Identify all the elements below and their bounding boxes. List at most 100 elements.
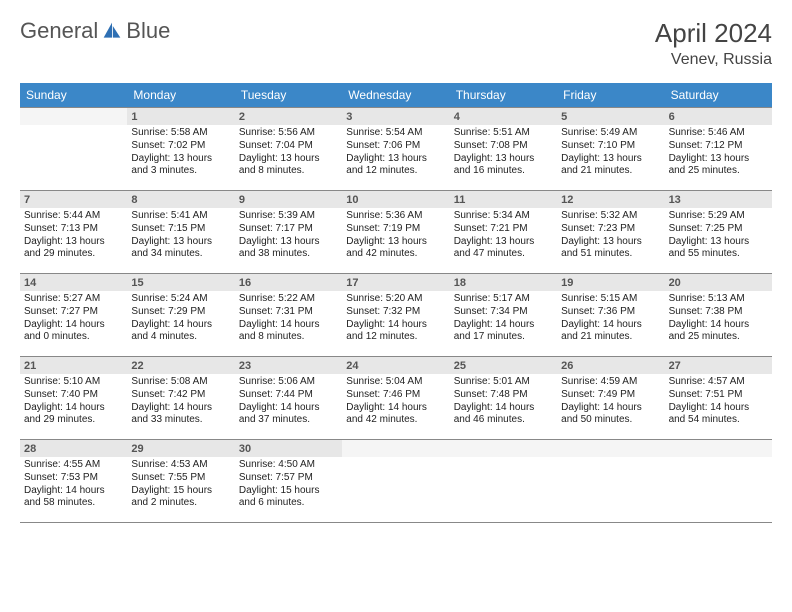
day-detail-line: Daylight: 13 hours [669, 153, 768, 166]
day-number [20, 108, 127, 125]
day-detail-line: Daylight: 15 hours [239, 485, 338, 498]
day-detail-line: Sunrise: 5:22 AM [239, 293, 338, 306]
day-detail-line: Sunset: 7:42 PM [131, 389, 230, 402]
day-cell: 8Sunrise: 5:41 AMSunset: 7:15 PMDaylight… [127, 191, 234, 273]
day-detail-line: and 21 minutes. [561, 331, 660, 344]
weekday-sat: Saturday [665, 83, 772, 107]
day-detail-line: Sunrise: 4:53 AM [131, 459, 230, 472]
day-cell: 3Sunrise: 5:54 AMSunset: 7:06 PMDaylight… [342, 108, 449, 190]
day-detail-line: Sunrise: 4:59 AM [561, 376, 660, 389]
day-detail-line: Sunset: 7:40 PM [24, 389, 123, 402]
day-detail-line: Daylight: 13 hours [561, 236, 660, 249]
day-cell: 30Sunrise: 4:50 AMSunset: 7:57 PMDayligh… [235, 440, 342, 522]
day-detail-line: and 16 minutes. [454, 165, 553, 178]
day-cell: 27Sunrise: 4:57 AMSunset: 7:51 PMDayligh… [665, 357, 772, 439]
day-detail-line: and 12 minutes. [346, 165, 445, 178]
day-detail-line: and 42 minutes. [346, 248, 445, 261]
day-detail-line: Sunset: 7:31 PM [239, 306, 338, 319]
day-detail-line: Sunset: 7:12 PM [669, 140, 768, 153]
day-detail-line: Daylight: 14 hours [669, 402, 768, 415]
day-detail-line: and 17 minutes. [454, 331, 553, 344]
day-cell: 10Sunrise: 5:36 AMSunset: 7:19 PMDayligh… [342, 191, 449, 273]
day-detail-line: Sunset: 7:53 PM [24, 472, 123, 485]
day-detail-line: Sunrise: 5:10 AM [24, 376, 123, 389]
day-detail-line: Sunrise: 5:13 AM [669, 293, 768, 306]
day-number [342, 440, 449, 457]
day-detail-line: Sunrise: 5:24 AM [131, 293, 230, 306]
day-cell [450, 440, 557, 522]
day-cell: 12Sunrise: 5:32 AMSunset: 7:23 PMDayligh… [557, 191, 664, 273]
day-detail-line: Sunrise: 5:15 AM [561, 293, 660, 306]
day-detail-line: Sunrise: 5:36 AM [346, 210, 445, 223]
day-detail-line: Daylight: 14 hours [239, 402, 338, 415]
day-detail-line: Sunrise: 4:55 AM [24, 459, 123, 472]
day-number [665, 440, 772, 457]
day-detail-line: Sunrise: 5:04 AM [346, 376, 445, 389]
day-cell: 17Sunrise: 5:20 AMSunset: 7:32 PMDayligh… [342, 274, 449, 356]
day-number: 5 [557, 108, 664, 125]
day-detail-line: Sunset: 7:34 PM [454, 306, 553, 319]
day-number: 15 [127, 274, 234, 291]
day-cell [20, 108, 127, 190]
logo: General Blue [20, 18, 170, 44]
day-detail-line: Daylight: 14 hours [24, 402, 123, 415]
day-cell: 18Sunrise: 5:17 AMSunset: 7:34 PMDayligh… [450, 274, 557, 356]
day-cell: 11Sunrise: 5:34 AMSunset: 7:21 PMDayligh… [450, 191, 557, 273]
day-detail-line: Sunrise: 5:17 AM [454, 293, 553, 306]
day-detail-line: Sunset: 7:17 PM [239, 223, 338, 236]
day-detail-line: Sunrise: 5:34 AM [454, 210, 553, 223]
day-number: 30 [235, 440, 342, 457]
week-row: 28 Sunrise: 4:55 AMSunset: 7:53 PM Dayligh… [20, 439, 772, 523]
day-detail-line: Sunset: 7:57 PM [239, 472, 338, 485]
day-detail-line: Sunset: 7:25 PM [669, 223, 768, 236]
day-cell: 24Sunrise: 5:04 AMSunset: 7:46 PMDayligh… [342, 357, 449, 439]
weekday-thu: Thursday [450, 83, 557, 107]
day-detail-line: and 38 minutes. [239, 248, 338, 261]
day-cell: 7Sunrise: 5:44 AMSunset: 7:13 PMDaylight… [20, 191, 127, 273]
day-detail-line: Sunset: 7:06 PM [346, 140, 445, 153]
day-number: 26 [557, 357, 664, 374]
day-number: 1 [127, 108, 234, 125]
day-detail-line: and 25 minutes. [669, 165, 768, 178]
day-detail-line: and 37 minutes. [239, 414, 338, 427]
day-number: 20 [665, 274, 772, 291]
day-cell: 2Sunrise: 5:56 AMSunset: 7:04 PMDaylight… [235, 108, 342, 190]
day-detail-line: Sunset: 7:19 PM [346, 223, 445, 236]
week-row: 14Sunrise: 5:27 AMSunset: 7:27 PMDayligh… [20, 273, 772, 356]
day-cell: 1Sunrise: 5:58 AMSunset: 7:02 PMDaylight… [127, 108, 234, 190]
day-number: 22 [127, 357, 234, 374]
day-number: 28 [20, 440, 127, 457]
day-detail-line: Sunrise: 5:06 AM [239, 376, 338, 389]
day-number: 9 [235, 191, 342, 208]
day-number: 13 [665, 191, 772, 208]
day-cell: 19Sunrise: 5:15 AMSunset: 7:36 PMDayligh… [557, 274, 664, 356]
day-detail-line: Sunrise: 5:39 AM [239, 210, 338, 223]
day-detail-line: Sunset: 7:32 PM [346, 306, 445, 319]
day-detail-line: Sunrise: 4:57 AM [669, 376, 768, 389]
day-cell: 23Sunrise: 5:06 AMSunset: 7:44 PMDayligh… [235, 357, 342, 439]
day-detail-line: and 55 minutes. [669, 248, 768, 261]
week-row: 1Sunrise: 5:58 AMSunset: 7:02 PMDaylight… [20, 107, 772, 190]
day-detail-line: Sunset: 7:02 PM [131, 140, 230, 153]
day-detail-line: Daylight: 13 hours [346, 236, 445, 249]
day-detail-line: and 33 minutes. [131, 414, 230, 427]
day-detail-line: Sunrise: 5:32 AM [561, 210, 660, 223]
day-number: 2 [235, 108, 342, 125]
day-number: 6 [665, 108, 772, 125]
day-cell: 22Sunrise: 5:08 AMSunset: 7:42 PMDayligh… [127, 357, 234, 439]
day-number: 8 [127, 191, 234, 208]
day-cell [557, 440, 664, 522]
day-number: 27 [665, 357, 772, 374]
day-detail-line: and 4 minutes. [131, 331, 230, 344]
location-label: Venev, Russia [655, 51, 772, 69]
header: General Blue April 2024 Venev, Russia [20, 18, 772, 69]
day-detail-line: and 46 minutes. [454, 414, 553, 427]
weekday-fri: Friday [557, 83, 664, 107]
sail-icon [102, 21, 122, 41]
day-detail-line: Daylight: 13 hours [239, 153, 338, 166]
day-detail-line: Daylight: 14 hours [131, 402, 230, 415]
day-detail-line: Sunrise: 5:27 AM [24, 293, 123, 306]
day-detail-line: Sunset: 7:46 PM [346, 389, 445, 402]
day-number: 4 [450, 108, 557, 125]
day-detail-line: Daylight: 14 hours [561, 319, 660, 332]
